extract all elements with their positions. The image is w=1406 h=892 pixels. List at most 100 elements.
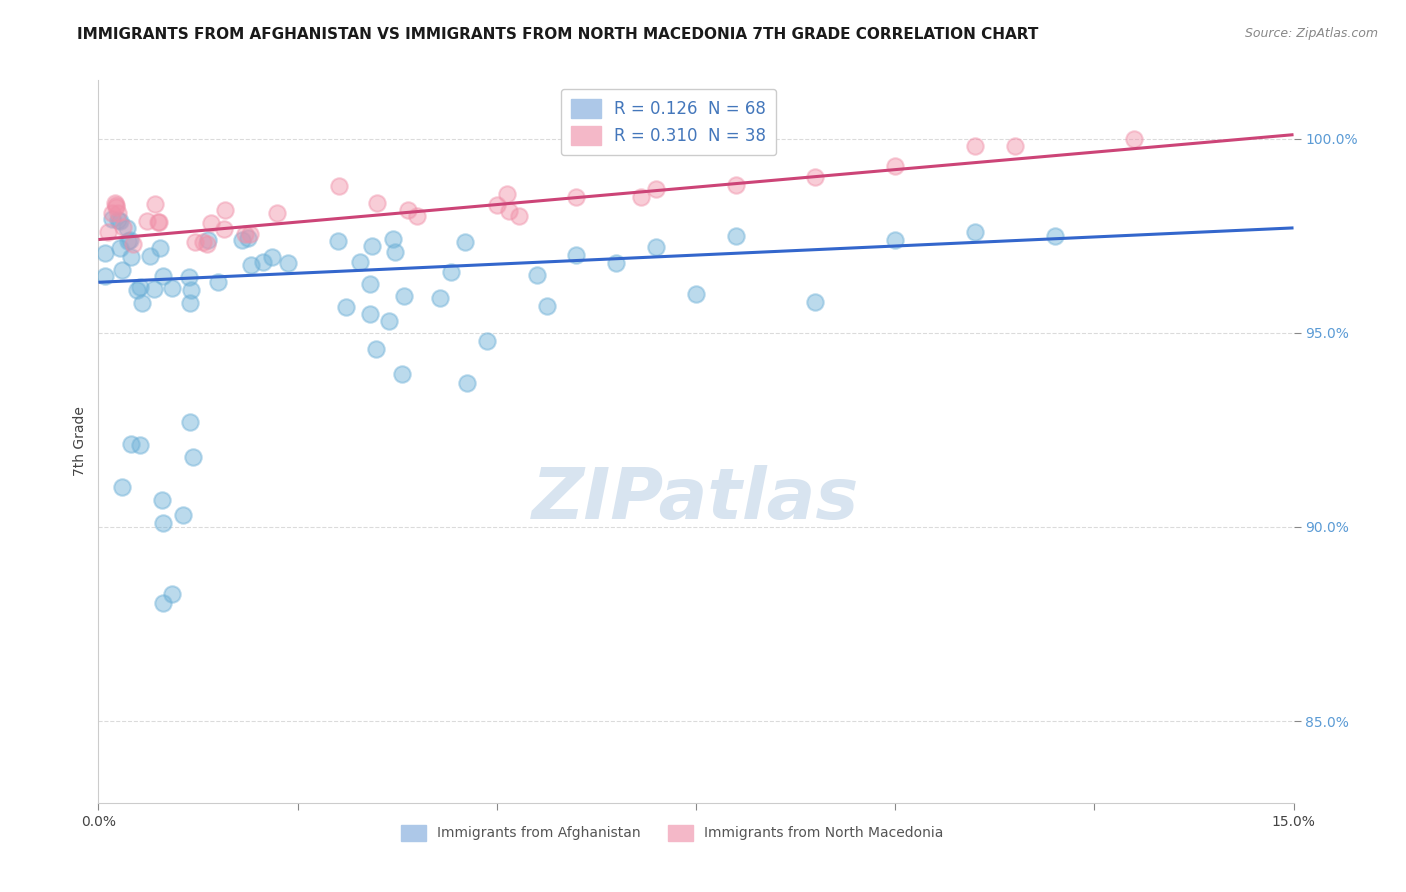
Point: [349, 255, 371, 269]
Point: [526, 268, 548, 282]
Point: [111, 480, 134, 494]
Point: [266, 206, 288, 220]
Point: [94, 246, 117, 260]
Point: [239, 258, 262, 272]
Point: [884, 159, 907, 173]
Text: IMMIGRANTS FROM AFGHANISTAN VS IMMIGRANTS FROM NORTH MACEDONIA 7TH GRADE CORRELA: IMMIGRANTS FROM AFGHANISTAN VS IMMIGRANT…: [77, 27, 1039, 42]
Point: [1123, 131, 1146, 145]
Point: [498, 204, 520, 219]
Point: [231, 233, 253, 247]
Point: [180, 283, 202, 297]
Point: [396, 203, 419, 218]
Point: [685, 287, 707, 301]
Point: [429, 291, 451, 305]
Point: [111, 263, 134, 277]
Point: [127, 283, 149, 297]
Point: [200, 216, 222, 230]
Point: [139, 249, 162, 263]
Point: [148, 215, 170, 229]
Point: [391, 367, 413, 381]
Point: [120, 233, 142, 247]
Point: [117, 234, 139, 248]
Point: [146, 215, 169, 229]
Legend: Immigrants from Afghanistan, Immigrants from North Macedonia: Immigrants from Afghanistan, Immigrants …: [395, 819, 949, 847]
Text: Source: ZipAtlas.com: Source: ZipAtlas.com: [1244, 27, 1378, 40]
Point: [195, 236, 218, 251]
Point: [475, 334, 498, 349]
Point: [101, 211, 124, 226]
Point: [239, 227, 262, 241]
Point: [565, 248, 588, 262]
Point: [143, 282, 166, 296]
Point: [152, 516, 174, 530]
Point: [238, 231, 260, 245]
Point: [536, 299, 558, 313]
Point: [645, 182, 668, 196]
Point: [366, 196, 388, 211]
Point: [378, 314, 401, 328]
Point: [605, 256, 627, 270]
Point: [152, 268, 174, 283]
Point: [172, 508, 194, 522]
Point: [122, 237, 145, 252]
Point: [105, 200, 128, 214]
Point: [162, 587, 184, 601]
Point: [963, 139, 986, 153]
Point: [233, 227, 256, 242]
Point: [131, 296, 153, 310]
Point: [177, 270, 200, 285]
Point: [179, 415, 201, 429]
Point: [107, 212, 129, 227]
Point: [364, 343, 387, 357]
Point: [328, 235, 350, 249]
Point: [277, 255, 299, 269]
Point: [360, 238, 382, 252]
Point: [804, 170, 827, 185]
Point: [724, 178, 747, 193]
Point: [152, 596, 174, 610]
Point: [392, 289, 415, 303]
Point: [110, 241, 132, 255]
Point: [105, 198, 128, 212]
Point: [1004, 139, 1026, 153]
Point: [179, 295, 201, 310]
Point: [97, 225, 120, 239]
Point: [148, 241, 170, 255]
Y-axis label: 7th Grade: 7th Grade: [73, 407, 87, 476]
Point: [360, 277, 382, 292]
Point: [110, 213, 132, 227]
Point: [335, 301, 357, 315]
Point: [456, 376, 478, 390]
Point: [104, 196, 127, 211]
Point: [453, 235, 475, 249]
Point: [107, 206, 129, 220]
Point: [381, 232, 404, 246]
Point: [496, 187, 519, 202]
Point: [197, 233, 219, 247]
Point: [1043, 228, 1066, 243]
Point: [485, 197, 508, 211]
Point: [143, 197, 166, 211]
Point: [884, 233, 907, 247]
Point: [804, 294, 827, 309]
Point: [359, 307, 381, 321]
Point: [115, 221, 138, 235]
Point: [184, 235, 207, 250]
Point: [214, 203, 236, 218]
Point: [565, 190, 588, 204]
Point: [630, 190, 652, 204]
Point: [508, 210, 530, 224]
Point: [963, 225, 986, 239]
Point: [724, 228, 747, 243]
Point: [94, 268, 117, 283]
Point: [150, 492, 173, 507]
Point: [120, 250, 142, 264]
Point: [645, 240, 668, 254]
Point: [252, 254, 274, 268]
Point: [136, 214, 159, 228]
Point: [440, 265, 463, 279]
Point: [160, 281, 183, 295]
Point: [384, 245, 406, 260]
Point: [120, 437, 142, 451]
Point: [128, 438, 150, 452]
